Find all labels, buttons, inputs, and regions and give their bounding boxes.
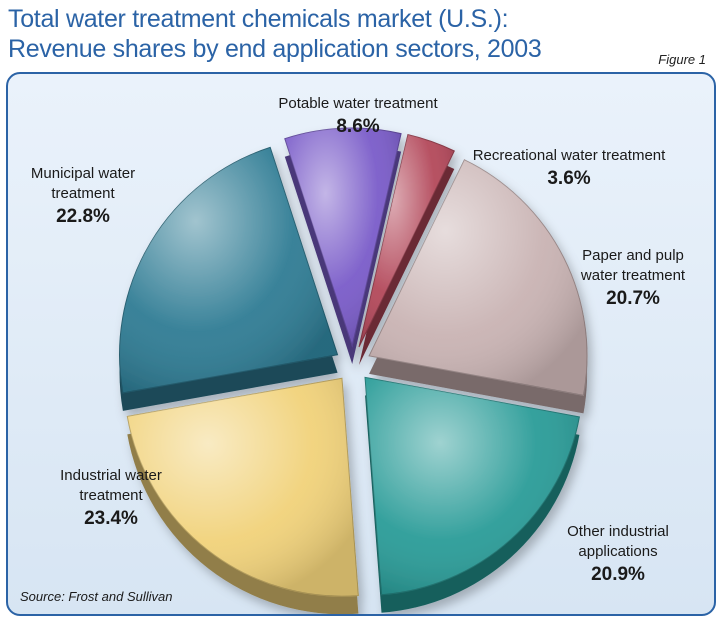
pie-slice-sheen [284, 128, 402, 347]
slice-value: 3.6% [547, 168, 591, 189]
pie-slice-sheen [119, 147, 338, 393]
figure-label: Figure 1 [658, 52, 706, 67]
pie-slice-5 [126, 377, 359, 614]
pie-slice-sheen [358, 134, 455, 348]
pie-slice-2 [358, 134, 455, 366]
pie-slice-3 [368, 159, 588, 414]
slice-name: Paper and pulp water treatment [580, 247, 686, 284]
pie-chart [119, 127, 588, 614]
chart-title: Total water treatment chemicals market (… [8, 5, 542, 63]
pie-slice-side [358, 152, 455, 366]
slice-name: Recreational water treatment [472, 147, 666, 164]
slice-value: 20.7% [606, 288, 660, 309]
slice-value: 23.4% [84, 508, 138, 529]
slice-name: Municipal water treatment [30, 165, 136, 202]
pie-slice-4 [364, 376, 580, 613]
slice-label-recreational: Recreational water treatment 3.6% [454, 146, 684, 192]
slice-name: Other industrial applications [567, 523, 669, 560]
pie-slice-sheen [127, 378, 359, 597]
slice-value: 8.6% [336, 116, 380, 137]
slice-label-other-industrial: Other industrial applications 20.9% [548, 522, 688, 588]
pie-slice-sheen [365, 377, 580, 595]
slice-name: Potable water treatment [278, 95, 438, 112]
slice-value: 20.9% [591, 564, 645, 585]
slice-name: Industrial water treatment [60, 467, 162, 504]
slice-label-municipal: Municipal water treatment 22.8% [18, 164, 148, 230]
slice-value: 22.8% [56, 206, 110, 227]
source-note: Source: Frost and Sullivan [20, 589, 173, 604]
pie-slice-sheen [369, 159, 588, 396]
slice-label-paper-pulp: Paper and pulp water treatment 20.7% [568, 246, 698, 312]
pie-slice-1 [284, 127, 402, 365]
chart-frame: Potable water treatment 8.6% Recreationa… [6, 72, 716, 616]
slice-label-potable: Potable water treatment 8.6% [258, 94, 458, 140]
slice-label-industrial: Industrial water treatment 23.4% [36, 466, 186, 532]
pie-slice-6 [119, 146, 339, 411]
